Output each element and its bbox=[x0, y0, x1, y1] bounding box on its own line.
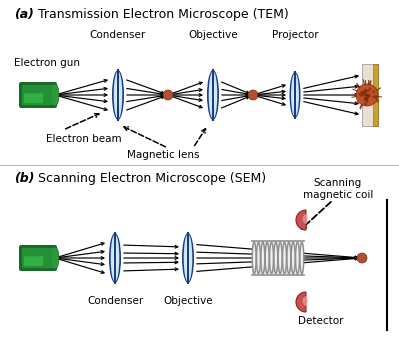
Circle shape bbox=[364, 97, 368, 101]
Ellipse shape bbox=[207, 70, 219, 120]
Text: Electron beam: Electron beam bbox=[46, 134, 122, 144]
Text: Scanning Electron Microscope (SEM): Scanning Electron Microscope (SEM) bbox=[38, 172, 266, 185]
Ellipse shape bbox=[109, 233, 121, 283]
Text: Condenser: Condenser bbox=[87, 296, 143, 306]
Ellipse shape bbox=[290, 72, 300, 118]
Circle shape bbox=[366, 96, 369, 99]
Circle shape bbox=[364, 89, 367, 93]
Ellipse shape bbox=[116, 74, 120, 116]
Circle shape bbox=[358, 93, 360, 95]
Circle shape bbox=[364, 98, 367, 101]
Circle shape bbox=[365, 92, 367, 94]
Circle shape bbox=[356, 84, 378, 106]
Ellipse shape bbox=[184, 234, 192, 282]
Circle shape bbox=[361, 91, 365, 95]
Circle shape bbox=[367, 95, 370, 97]
Text: Condenser: Condenser bbox=[90, 30, 146, 40]
Wedge shape bbox=[296, 292, 306, 312]
Circle shape bbox=[359, 93, 362, 97]
Circle shape bbox=[364, 97, 366, 99]
Circle shape bbox=[365, 90, 367, 92]
Circle shape bbox=[362, 93, 365, 96]
Ellipse shape bbox=[186, 237, 190, 279]
Ellipse shape bbox=[112, 70, 124, 120]
Ellipse shape bbox=[114, 71, 122, 119]
FancyBboxPatch shape bbox=[24, 256, 43, 266]
Circle shape bbox=[357, 253, 367, 263]
Text: Transmission Electron Microscope (TEM): Transmission Electron Microscope (TEM) bbox=[38, 8, 289, 21]
Ellipse shape bbox=[291, 73, 299, 117]
Circle shape bbox=[367, 94, 371, 97]
Wedge shape bbox=[302, 214, 308, 224]
Circle shape bbox=[366, 94, 368, 96]
Circle shape bbox=[372, 90, 375, 93]
Circle shape bbox=[248, 90, 258, 100]
Wedge shape bbox=[296, 210, 306, 230]
Text: Projector: Projector bbox=[272, 30, 318, 40]
Circle shape bbox=[374, 95, 377, 99]
Text: (b): (b) bbox=[14, 172, 34, 185]
Circle shape bbox=[367, 94, 369, 97]
Circle shape bbox=[366, 94, 369, 97]
Circle shape bbox=[365, 94, 367, 96]
FancyBboxPatch shape bbox=[22, 248, 54, 268]
Circle shape bbox=[364, 89, 366, 91]
Ellipse shape bbox=[111, 234, 119, 282]
Circle shape bbox=[365, 93, 368, 96]
Ellipse shape bbox=[113, 237, 117, 279]
Circle shape bbox=[369, 88, 371, 90]
Text: (a): (a) bbox=[14, 8, 34, 21]
FancyBboxPatch shape bbox=[19, 82, 57, 108]
FancyBboxPatch shape bbox=[22, 85, 54, 105]
Text: Scanning
magnetic coil: Scanning magnetic coil bbox=[303, 178, 373, 200]
Ellipse shape bbox=[211, 74, 215, 116]
FancyBboxPatch shape bbox=[19, 245, 57, 271]
Text: Electron gun: Electron gun bbox=[14, 58, 80, 68]
Text: Objective: Objective bbox=[163, 296, 213, 306]
FancyBboxPatch shape bbox=[362, 64, 378, 126]
Circle shape bbox=[364, 102, 367, 105]
Ellipse shape bbox=[51, 247, 59, 269]
Ellipse shape bbox=[209, 71, 217, 119]
FancyBboxPatch shape bbox=[24, 93, 43, 103]
Text: Detector: Detector bbox=[298, 316, 344, 326]
FancyBboxPatch shape bbox=[373, 64, 378, 126]
FancyBboxPatch shape bbox=[252, 241, 304, 275]
Circle shape bbox=[365, 100, 368, 103]
Circle shape bbox=[365, 94, 367, 96]
Circle shape bbox=[360, 91, 363, 94]
Wedge shape bbox=[302, 296, 308, 306]
Text: Magnetic lens: Magnetic lens bbox=[127, 150, 199, 160]
Circle shape bbox=[367, 89, 369, 92]
Text: Objective: Objective bbox=[188, 30, 238, 40]
Ellipse shape bbox=[182, 233, 194, 283]
Circle shape bbox=[372, 96, 374, 98]
Circle shape bbox=[163, 90, 173, 100]
Ellipse shape bbox=[293, 75, 297, 115]
Ellipse shape bbox=[51, 84, 59, 106]
